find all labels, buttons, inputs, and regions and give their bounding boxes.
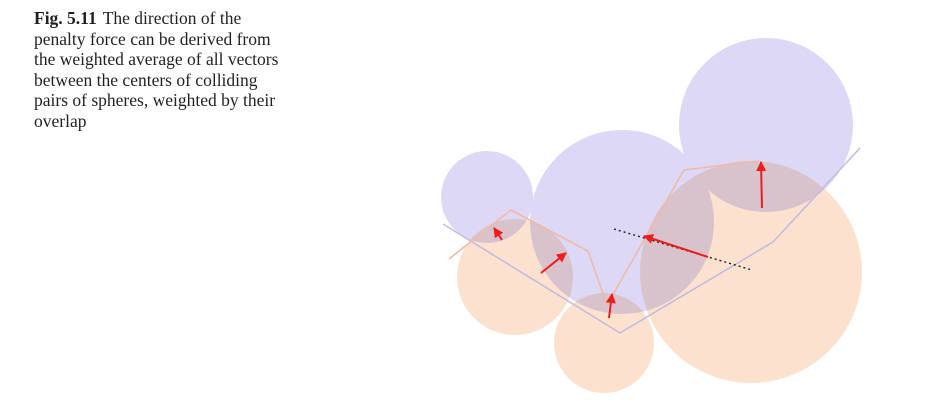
orange-object-outline <box>448 160 760 307</box>
force-arrow-2 <box>540 252 567 274</box>
caption-text: The direction of the penalty force can b… <box>34 8 279 131</box>
force-arrow-1 <box>493 227 504 241</box>
force-arrow-3 <box>605 293 616 319</box>
figure-caption: Fig. 5.11 The direction of the penalty fo… <box>34 8 284 131</box>
blue-object-outline <box>442 147 861 334</box>
overlap-region-4 <box>640 161 714 314</box>
force-arrow-5 <box>756 161 767 209</box>
figure-label: Fig. 5.11 <box>34 8 97 28</box>
orange-sphere-bottom <box>554 293 654 393</box>
force-arrow-4 <box>643 234 709 258</box>
penalty-force-arrows <box>493 161 767 319</box>
